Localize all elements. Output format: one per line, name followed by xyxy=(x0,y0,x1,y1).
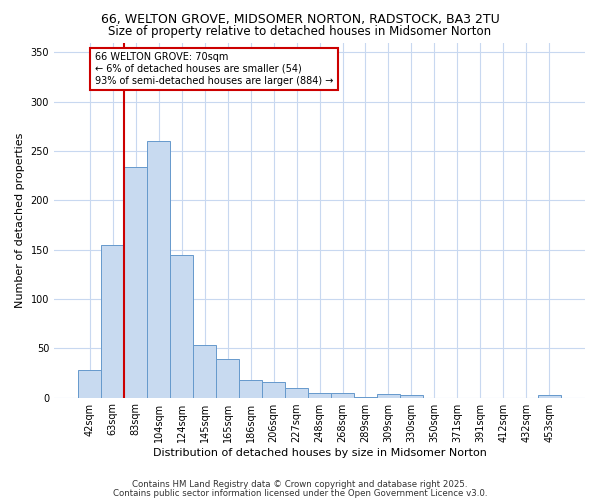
Text: Contains public sector information licensed under the Open Government Licence v3: Contains public sector information licen… xyxy=(113,489,487,498)
Bar xyxy=(193,346,216,398)
Bar xyxy=(331,392,354,398)
X-axis label: Distribution of detached houses by size in Midsomer Norton: Distribution of detached houses by size … xyxy=(152,448,487,458)
Bar xyxy=(400,394,423,398)
Bar xyxy=(124,167,147,398)
Bar xyxy=(354,396,377,398)
Text: Size of property relative to detached houses in Midsomer Norton: Size of property relative to detached ho… xyxy=(109,25,491,38)
Bar xyxy=(308,392,331,398)
Bar xyxy=(101,244,124,398)
Bar xyxy=(538,394,561,398)
Bar xyxy=(147,141,170,398)
Bar xyxy=(216,359,239,398)
Y-axis label: Number of detached properties: Number of detached properties xyxy=(15,132,25,308)
Bar xyxy=(78,370,101,398)
Bar xyxy=(170,254,193,398)
Text: 66 WELTON GROVE: 70sqm
← 6% of detached houses are smaller (54)
93% of semi-deta: 66 WELTON GROVE: 70sqm ← 6% of detached … xyxy=(95,52,333,86)
Text: Contains HM Land Registry data © Crown copyright and database right 2025.: Contains HM Land Registry data © Crown c… xyxy=(132,480,468,489)
Bar xyxy=(262,382,285,398)
Text: 66, WELTON GROVE, MIDSOMER NORTON, RADSTOCK, BA3 2TU: 66, WELTON GROVE, MIDSOMER NORTON, RADST… xyxy=(101,12,499,26)
Bar xyxy=(377,394,400,398)
Bar xyxy=(239,380,262,398)
Bar xyxy=(285,388,308,398)
